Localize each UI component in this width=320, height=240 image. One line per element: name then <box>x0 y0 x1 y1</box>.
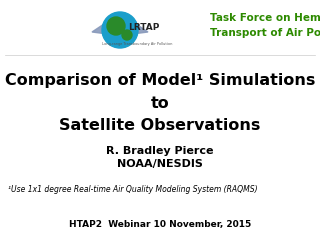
Text: Long-range Transboundary Air Pollution: Long-range Transboundary Air Pollution <box>102 42 172 46</box>
Text: ¹Use 1x1 degree Real-time Air Quality Modeling System (RAQMS): ¹Use 1x1 degree Real-time Air Quality Mo… <box>8 186 258 194</box>
Circle shape <box>107 17 125 35</box>
Circle shape <box>122 30 132 40</box>
Text: to: to <box>151 96 169 110</box>
Text: Satellite Observations: Satellite Observations <box>59 119 261 133</box>
Text: NOAA/NESDIS: NOAA/NESDIS <box>117 159 203 169</box>
Text: Transport of Air Pollution: Transport of Air Pollution <box>210 28 320 38</box>
Text: Task Force on Hemispheric: Task Force on Hemispheric <box>210 13 320 23</box>
Text: HTAP2  Webinar 10 November, 2015: HTAP2 Webinar 10 November, 2015 <box>69 221 251 229</box>
Text: Comparison of Model¹ Simulations: Comparison of Model¹ Simulations <box>5 72 315 88</box>
Polygon shape <box>92 20 115 35</box>
Polygon shape <box>125 20 148 35</box>
Text: LRTAP: LRTAP <box>128 24 159 32</box>
Text: R. Bradley Pierce: R. Bradley Pierce <box>106 146 214 156</box>
Circle shape <box>102 12 138 48</box>
